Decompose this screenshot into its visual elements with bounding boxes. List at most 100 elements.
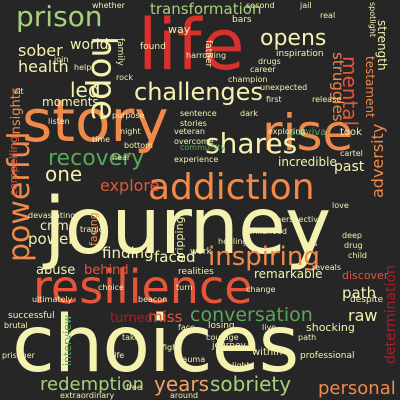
word-hear: hear — [112, 153, 131, 162]
word-drug: drug — [344, 241, 363, 250]
word-power: power — [28, 230, 75, 248]
word-despite: despite — [350, 295, 384, 305]
word-gripping: gripping — [173, 216, 186, 262]
word-rock: rock — [116, 73, 134, 82]
word-child: child — [348, 251, 367, 260]
word-courage: courage — [206, 333, 239, 342]
word-brutal: brutal — [4, 321, 28, 330]
word-led: led — [70, 78, 101, 102]
word-family: family — [115, 38, 125, 66]
word-sentence: sentence — [180, 109, 217, 118]
word-opens: opens — [260, 26, 327, 51]
word-strength: strength — [375, 20, 389, 71]
word-drugs: drugs — [258, 57, 281, 66]
word-loss: loss — [302, 239, 318, 248]
word-prison: prison — [16, 0, 103, 33]
word-deep: deep — [342, 231, 362, 240]
word-faced: faced — [154, 248, 196, 266]
word-resilience: resilience — [33, 260, 253, 314]
word-compelling: compelling — [7, 135, 20, 196]
word-conversation: conversation — [190, 304, 313, 326]
word-real: real — [320, 11, 336, 20]
word-interview: interview — [61, 315, 74, 366]
word-within: within — [252, 347, 283, 358]
word-free: free — [126, 383, 142, 392]
word-whether: whether — [92, 1, 125, 10]
word-harrowing: harrowing — [186, 51, 227, 60]
word-listen: listen — [48, 117, 70, 126]
word-behind: behind — [84, 263, 129, 278]
word-miss: miss — [148, 308, 183, 326]
word-explore: explore — [100, 176, 160, 195]
word-purpose: purpose — [112, 111, 145, 120]
word-choice: choice — [98, 283, 124, 292]
word-finding: finding — [102, 244, 154, 262]
word-join: join — [54, 55, 69, 64]
word-past: past — [334, 159, 365, 175]
word-journey-small: journey — [212, 341, 246, 351]
word-turn: turn — [176, 283, 193, 292]
word-light: light — [232, 361, 250, 370]
word-life-small: life — [112, 351, 125, 360]
word-first: first — [266, 95, 282, 104]
word-help: help — [74, 63, 92, 72]
word-career: career — [250, 65, 276, 74]
word-abuse: abuse — [36, 263, 76, 278]
word-way: way — [168, 23, 191, 36]
word-stories: stories — [180, 119, 207, 128]
word-overcome: overcome — [174, 137, 214, 146]
word-challenges: challenges — [134, 78, 263, 106]
word-trauma: trauma — [176, 355, 206, 364]
word-moments: moments — [42, 95, 99, 109]
word-childhood: childhood — [248, 227, 287, 236]
word-rise: rise — [262, 104, 354, 162]
word-second: second — [246, 1, 275, 10]
word-took: took — [340, 127, 362, 138]
word-cartel: cartel — [340, 149, 363, 158]
word-health: health — [18, 57, 69, 76]
word-perspective: perspective — [276, 215, 323, 224]
word-beacon: beacon — [138, 295, 168, 304]
word-reveals: reveals — [312, 263, 341, 272]
word-life: life — [138, 4, 245, 86]
word-community: community — [180, 143, 226, 152]
word-extraordinary: extraordinary — [60, 391, 115, 400]
word-time: time — [92, 135, 111, 144]
word-jail: jail — [300, 1, 312, 10]
word-ultimately: ultimately — [32, 295, 73, 304]
word-takes: takes — [122, 333, 144, 342]
word-bottom: bottom — [124, 141, 153, 150]
word-crime: crime — [40, 219, 77, 234]
word-testament: testament — [363, 56, 377, 118]
word-release: release — [312, 95, 342, 104]
word-sit: sit — [14, 87, 24, 96]
word-incredible: incredible — [278, 155, 337, 169]
word-turned: turned — [110, 311, 153, 326]
word-years: years — [154, 372, 210, 396]
word-remarkable: remarkable — [254, 267, 323, 281]
word-veteran: veteran — [174, 127, 205, 136]
word-personal: personal — [318, 378, 396, 399]
word-path-small: path — [298, 333, 317, 342]
word-choices: choices — [12, 300, 299, 390]
word-redemption: redemption — [40, 374, 145, 395]
word-struggles: struggles — [329, 52, 347, 122]
word-discover: discover — [342, 269, 389, 282]
word-unexpected: unexpected — [260, 83, 308, 92]
word-change: change — [246, 285, 276, 294]
word-story: story — [22, 87, 169, 155]
word-spotlight: spotlight — [368, 2, 377, 38]
word-healing: healing — [218, 237, 248, 246]
word-inspiration: inspiration — [276, 49, 324, 59]
word-path: path — [342, 284, 377, 302]
word-professional: professional — [300, 351, 355, 361]
word-work: work — [190, 247, 212, 257]
word-adversity: adversity — [368, 123, 387, 198]
word-exploring: exploring — [268, 127, 306, 136]
word-face: face — [178, 323, 196, 332]
word-dark: dark — [240, 109, 258, 118]
word-champion: champion — [228, 75, 268, 84]
word-around: around — [170, 391, 199, 400]
word-realities: realities — [178, 267, 214, 277]
